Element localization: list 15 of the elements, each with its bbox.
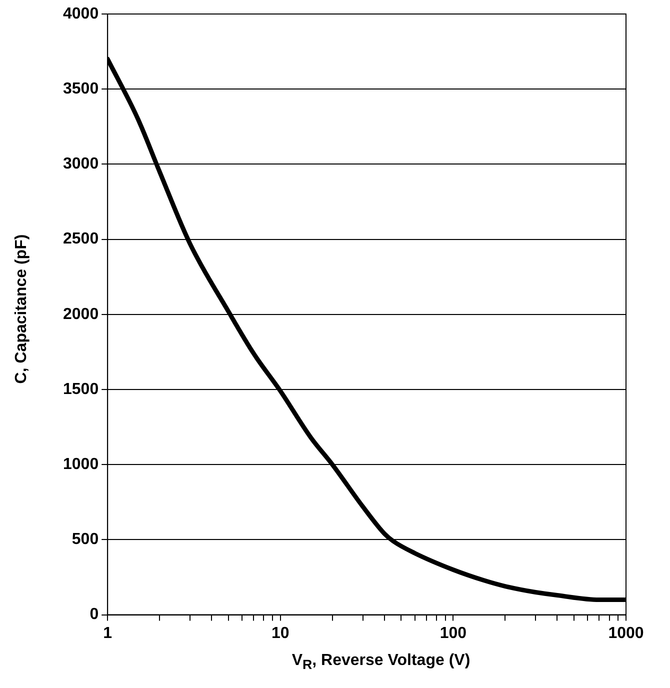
y-axis-title: C, Capacitance (pF) [13, 233, 31, 386]
x-axis-title: V$_{R}$, Reverse Voltage (V) [290, 652, 472, 672]
x-tick-label: 100 [440, 624, 467, 642]
y-tick-label: 2000 [63, 306, 99, 323]
y-tick-label: 1000 [63, 456, 99, 474]
x-tick-label: 10 [271, 624, 290, 642]
y-tick-label: 0 [90, 606, 99, 624]
x-tick-label: 1000 [608, 624, 644, 642]
x-tick-label: 1 [103, 624, 112, 642]
y-tick-label: 4000 [63, 5, 99, 22]
y-tick-label: 3000 [63, 156, 99, 173]
y-tick-label: 3500 [63, 80, 99, 98]
y-tick-label: 500 [72, 531, 99, 548]
y-tick-label: 1500 [63, 380, 99, 398]
y-tick-label: 2500 [63, 230, 99, 248]
